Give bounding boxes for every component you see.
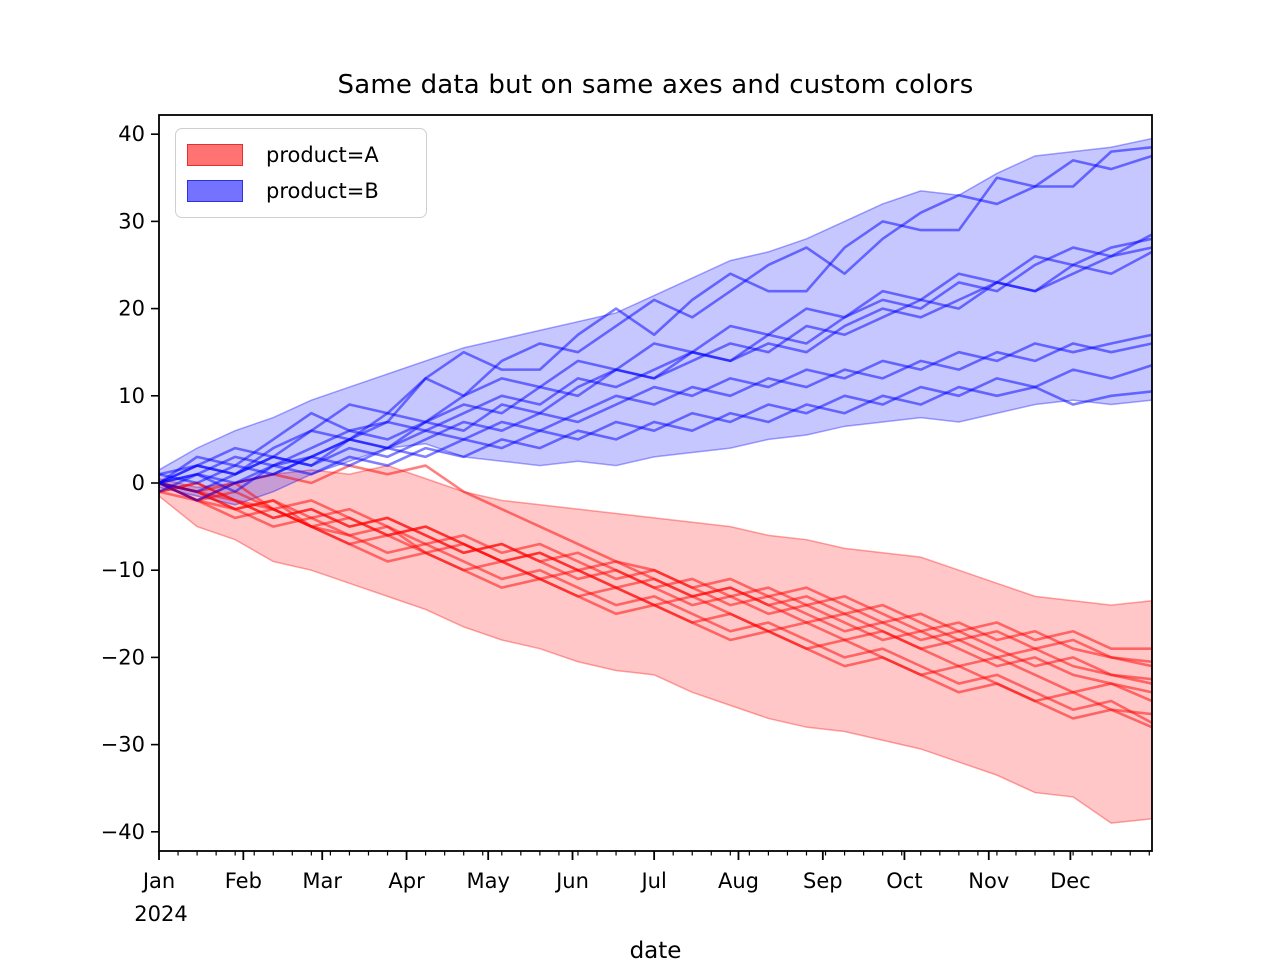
x-tick-label: Sep — [803, 869, 843, 893]
legend-item-product-b: product=B — [187, 179, 426, 203]
line-product=A-3 — [159, 464, 1152, 681]
x-tick-label: Nov — [968, 869, 1009, 893]
y-tick-label: −10 — [101, 558, 145, 582]
x-axis-year-label: 2024 — [134, 902, 187, 926]
y-tick-label: −30 — [101, 733, 145, 757]
plot-spines — [158, 114, 1153, 852]
line-product=B-7 — [159, 342, 1152, 485]
x-tick-label: Apr — [388, 869, 425, 893]
y-tick-label: 30 — [118, 209, 145, 233]
chart-title: Same data but on same axes and custom co… — [337, 70, 974, 100]
legend-label-product-a: product=A — [266, 143, 379, 167]
x-axis-label: date — [629, 938, 682, 964]
line-product=B-1 — [159, 154, 1152, 476]
line-product=A-4 — [159, 481, 1152, 685]
bands-layer — [159, 137, 1152, 824]
y-tick-label: 10 — [118, 384, 145, 408]
x-tick-label: Jul — [639, 869, 666, 893]
legend-label-product-b: product=B — [266, 179, 379, 203]
x-tick-label: Jan — [141, 869, 175, 893]
y-tick-label: −20 — [101, 645, 145, 669]
line-product=A-8 — [159, 481, 1152, 724]
x-tick-label: Mar — [302, 869, 342, 893]
legend-swatch-product-b-icon — [187, 180, 243, 202]
x-tick-label: May — [466, 869, 509, 893]
x-tick-label: Aug — [718, 869, 759, 893]
x-tick-label: Dec — [1050, 869, 1091, 893]
line-product=B-3 — [159, 237, 1152, 485]
line-product=B-8 — [159, 364, 1152, 502]
y-tick-label: 40 — [118, 122, 145, 146]
band-product=A — [159, 464, 1152, 824]
x-tick-label: Jun — [554, 869, 589, 893]
line-product=B-0 — [159, 145, 1152, 485]
lines-layer — [159, 145, 1152, 729]
y-tick-label: 20 — [118, 297, 145, 321]
y-tick-label: −40 — [101, 820, 145, 844]
y-tick-label: 0 — [132, 471, 145, 495]
legend: product=A product=B — [175, 128, 427, 218]
legend-item-product-a: product=A — [187, 143, 426, 167]
x-tick-label: Feb — [225, 869, 262, 893]
line-product=B-4 — [159, 246, 1152, 493]
axes-layer: −40 −30 −20 −10 0 10 20 30 40 Jan Feb Mar Apr May Jun J… — [101, 114, 1153, 926]
line-product=A-9 — [159, 481, 1152, 729]
x-tick-label: Oct — [886, 869, 922, 893]
legend-swatch-product-a-icon — [187, 144, 243, 166]
line-product=B-9 — [159, 385, 1152, 485]
